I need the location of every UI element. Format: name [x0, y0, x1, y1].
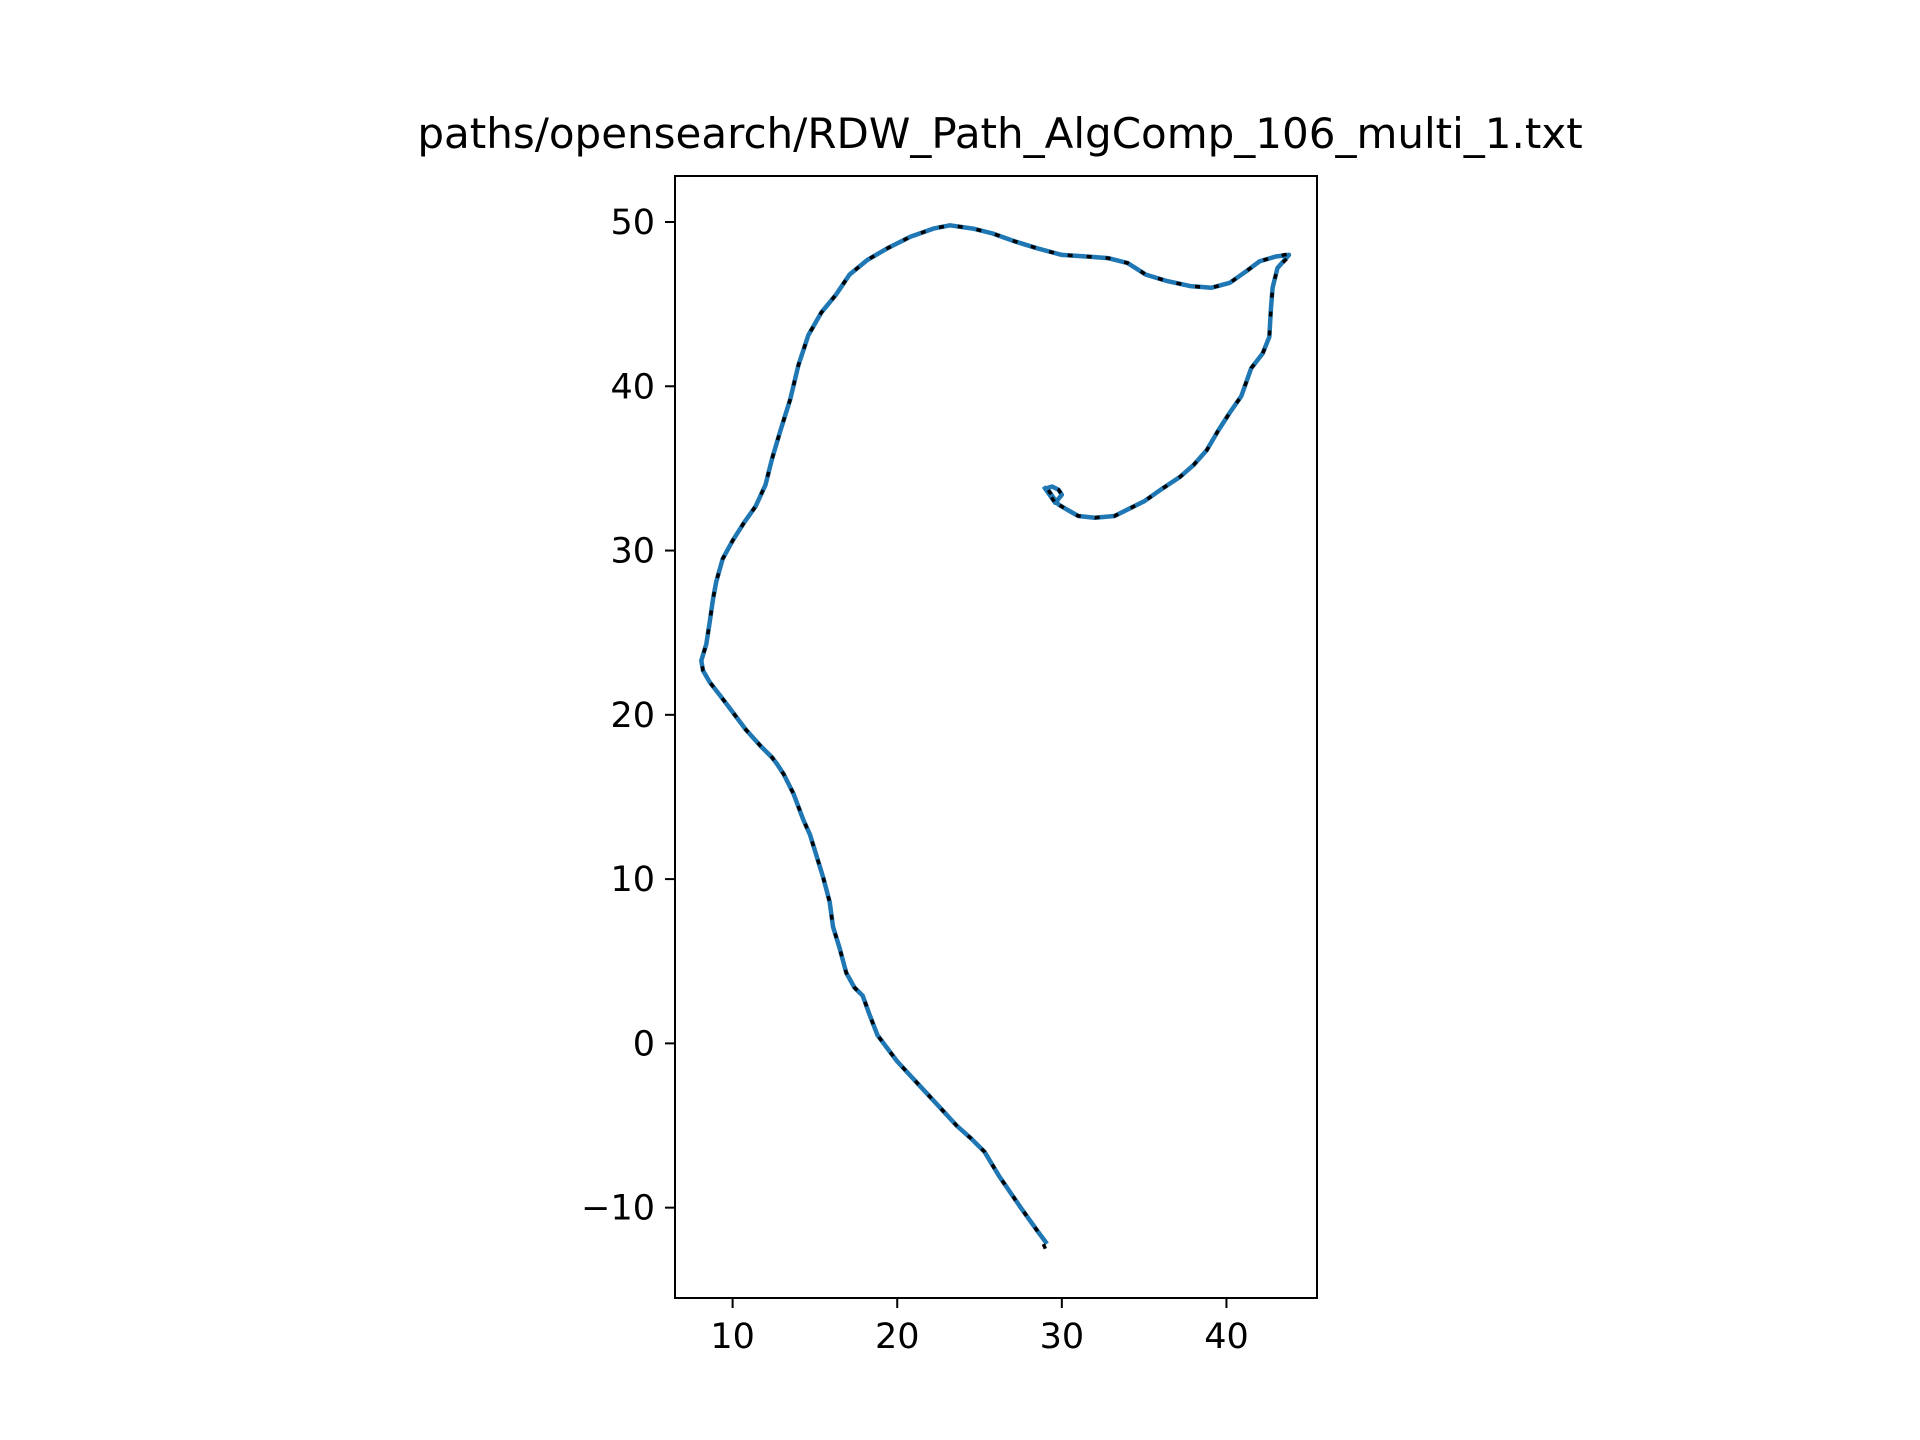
y-tick-label: 0 — [633, 1024, 655, 1064]
y-tick-label: 20 — [610, 696, 655, 736]
y-axis: −10 0 10 20 30 40 50 — [581, 203, 675, 1229]
y-tick-label: 40 — [610, 367, 655, 407]
x-tick-label: 30 — [1040, 1317, 1085, 1357]
y-tick-label: 30 — [610, 532, 655, 572]
series-line-2 — [699, 223, 1295, 1250]
x-tick-label: 10 — [710, 1317, 755, 1357]
y-tick-label: −10 — [581, 1189, 655, 1229]
y-tick-label: 10 — [610, 860, 655, 900]
y-tick-label: 50 — [610, 203, 655, 243]
series-layer — [699, 223, 1295, 1250]
axes-frame — [674, 175, 1318, 1299]
plot-area — [674, 175, 1318, 1299]
x-axis: 10 20 30 40 — [710, 1298, 1249, 1357]
chart-title: paths/opensearch/RDW_Path_AlgComp_106_mu… — [417, 109, 1582, 158]
x-tick-label: 40 — [1204, 1317, 1249, 1357]
x-tick-label: 20 — [875, 1317, 920, 1357]
